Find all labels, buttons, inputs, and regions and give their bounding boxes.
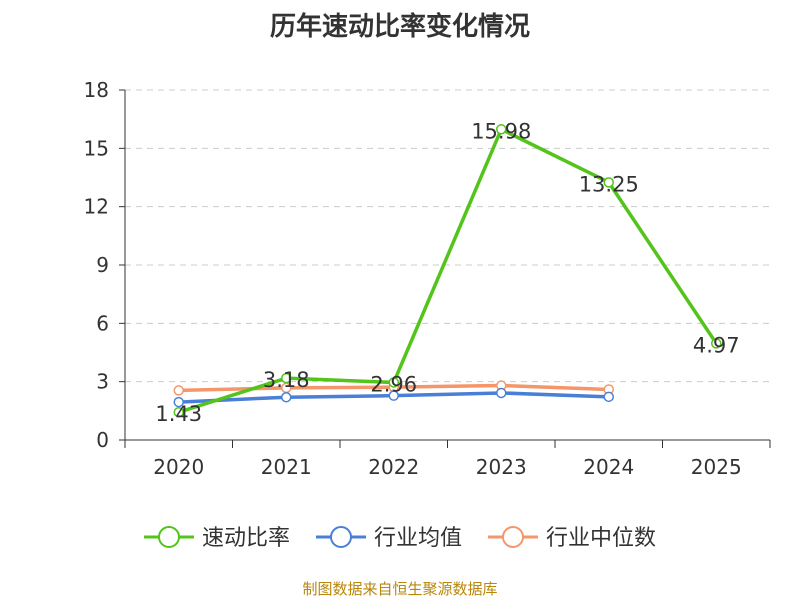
data-label: 1.43 xyxy=(155,402,202,426)
x-tick-label: 2020 xyxy=(153,455,204,479)
y-tick-label: 6 xyxy=(96,311,109,335)
x-tick-label: 2023 xyxy=(476,455,527,479)
data-label: 15.98 xyxy=(471,119,531,143)
data-point xyxy=(281,391,292,403)
y-tick-label: 15 xyxy=(84,136,109,160)
data-point xyxy=(173,385,184,396)
data-label: 4.97 xyxy=(693,333,740,357)
legend-label: 行业均值 xyxy=(374,526,462,551)
data-point xyxy=(496,124,507,135)
source-note: 制图数据来自恒生聚源数据库 xyxy=(302,580,498,598)
data-label: 13.25 xyxy=(579,172,639,196)
data-labels: 1.43 3.18 2.96 15.98 13.25 4.97 xyxy=(155,119,739,426)
y-tick-label: 18 xyxy=(84,78,109,102)
grid-lines xyxy=(125,89,770,383)
data-label: 3.18 xyxy=(263,368,310,392)
data-point xyxy=(173,396,184,408)
y-tick-label: 3 xyxy=(96,370,109,394)
data-point xyxy=(603,177,614,188)
data-point xyxy=(711,338,722,349)
data-label: 2.96 xyxy=(370,372,417,396)
legend-marker-icon xyxy=(330,526,352,548)
legend-item[interactable]: 行业均值 xyxy=(316,526,462,551)
y-tick-label: 12 xyxy=(84,195,109,219)
y-tick-label: 0 xyxy=(96,428,109,452)
x-tick-label: 2022 xyxy=(368,455,419,479)
data-point xyxy=(603,391,614,403)
data-point xyxy=(281,372,292,384)
chart-title: 历年速动比率变化情况 xyxy=(269,12,530,42)
legend-label: 行业中位数 xyxy=(546,526,656,551)
series-line xyxy=(178,127,718,414)
legend[interactable]: 速动比率 行业均值 行业中位数 xyxy=(144,526,656,551)
x-tick-label: 2021 xyxy=(261,455,312,479)
data-point xyxy=(496,387,507,399)
legend-label: 速动比率 xyxy=(202,526,290,551)
series-group xyxy=(173,124,722,418)
x-tick-label: 2024 xyxy=(583,455,634,479)
x-tick-label: 2025 xyxy=(691,455,742,479)
legend-item[interactable]: 行业中位数 xyxy=(488,526,656,551)
axes: 0 3 6 9 12 15 18 2020 2021 2022 2023 2024 2025 xyxy=(84,78,771,479)
data-point xyxy=(173,406,184,418)
data-point xyxy=(388,390,399,401)
legend-item[interactable]: 速动比率 xyxy=(144,526,290,551)
legend-marker-icon xyxy=(502,526,524,548)
data-point xyxy=(388,377,399,388)
legend-marker-icon xyxy=(158,526,180,548)
y-tick-label: 9 xyxy=(96,253,109,277)
